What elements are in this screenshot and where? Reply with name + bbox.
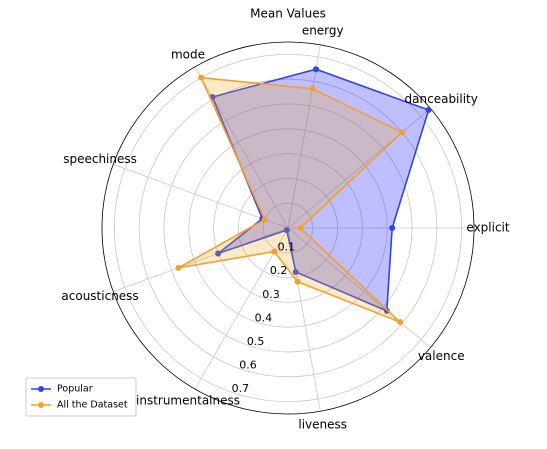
series-line	[211, 68, 430, 313]
axis-label: mode	[171, 47, 205, 61]
legend-marker	[38, 386, 44, 392]
point	[389, 225, 396, 231]
spoke	[194, 227, 289, 390]
axis-label: acousticness	[61, 289, 138, 303]
point	[198, 74, 205, 81]
legend-label: Popular	[57, 384, 93, 395]
point	[283, 227, 290, 234]
radial-tick-label: 0.7	[232, 382, 250, 395]
radial-tick-label: 0.2	[270, 264, 288, 277]
series-area	[212, 69, 429, 311]
radial-tick-label: 0.4	[255, 311, 273, 324]
point	[398, 129, 405, 136]
axis-label: valence	[418, 349, 465, 363]
point	[383, 307, 390, 314]
point	[215, 250, 222, 257]
axis-label: danceability	[405, 92, 478, 106]
point	[292, 268, 299, 275]
radial-tick-label: 0.5	[247, 335, 265, 348]
radial-tick-label: 0.3	[262, 288, 280, 301]
spoke	[287, 108, 431, 229]
outer-spine	[101, 41, 475, 415]
legend: Popular All the Dataset	[25, 377, 137, 417]
point	[309, 85, 316, 92]
legend-label: All the Dataset	[57, 400, 128, 411]
point	[397, 319, 404, 326]
axis-label: instrumentalness	[136, 394, 240, 408]
chart-title: Mean Values	[250, 7, 326, 21]
axis-label: liveness	[298, 417, 347, 431]
spoke	[287, 44, 321, 229]
point	[175, 264, 182, 271]
axis-label: speechiness	[63, 152, 137, 166]
legend-box	[25, 377, 137, 417]
spoke	[287, 227, 431, 348]
point	[425, 107, 432, 114]
axis-label: energy	[302, 24, 344, 38]
radial-tick-label: 0.1	[278, 241, 296, 254]
spoke	[113, 164, 289, 229]
series-area	[178, 77, 402, 323]
series-line	[178, 76, 404, 323]
point	[297, 225, 304, 231]
axis-label: explicit	[466, 221, 509, 235]
spoke	[113, 227, 289, 292]
spoke	[194, 66, 289, 229]
radial-tick-label: 0.6	[239, 359, 257, 372]
point	[312, 66, 319, 73]
point	[271, 248, 278, 255]
point	[294, 278, 301, 285]
legend-marker	[38, 402, 44, 408]
point	[261, 216, 268, 223]
